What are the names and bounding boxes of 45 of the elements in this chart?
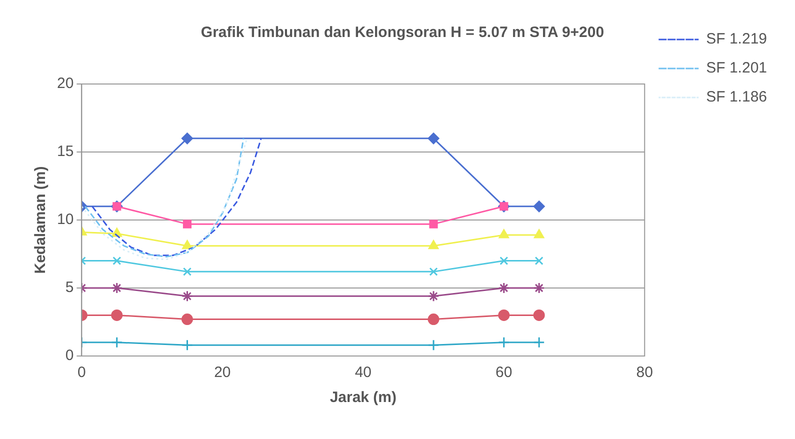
- x-tick-label: 20: [214, 364, 231, 382]
- point: [429, 267, 438, 276]
- point: [500, 256, 508, 266]
- point: [182, 267, 192, 276]
- y-tick-label: 10: [56, 211, 74, 228]
- point: [181, 314, 193, 326]
- x-tick-label: 80: [636, 364, 653, 382]
- chart-title: Grafik Timbunan dan Kelongsoran H = 5.07 m STA 9+200: [200, 24, 604, 42]
- legend-label: SF 1.186: [706, 88, 768, 106]
- point: [182, 220, 192, 228]
- point: [498, 336, 510, 348]
- point: [111, 282, 123, 294]
- point: [428, 132, 440, 144]
- point: [498, 229, 509, 238]
- point: [428, 314, 440, 326]
- point: [498, 282, 510, 294]
- point: [428, 240, 439, 250]
- point: [428, 339, 440, 351]
- y-tick-label: 15: [56, 143, 74, 160]
- point: [534, 256, 544, 266]
- x-tick-label: 40: [354, 364, 372, 382]
- point: [181, 132, 193, 144]
- point: [112, 256, 122, 266]
- point: [429, 220, 438, 228]
- point: [111, 309, 123, 321]
- y-axis-title: Kedalaman (m): [32, 166, 50, 274]
- point: [428, 290, 440, 302]
- point: [533, 282, 545, 294]
- point: [534, 229, 544, 238]
- point: [181, 290, 193, 302]
- point: [533, 200, 545, 212]
- point: [181, 339, 193, 351]
- x-axis-title: Jarak (m): [330, 389, 397, 406]
- point: [498, 309, 510, 321]
- legend-label: SF 1.201: [706, 60, 768, 77]
- y-tick-label: 0: [65, 347, 74, 364]
- legend-label: SF 1.219: [706, 30, 768, 48]
- x-tick-label: 0: [78, 364, 86, 382]
- x-tick-label: 60: [496, 364, 512, 382]
- point: [111, 336, 123, 348]
- y-tick-label: 20: [56, 75, 74, 92]
- point: [533, 309, 545, 321]
- point: [533, 336, 545, 348]
- y-tick-label: 5: [65, 279, 74, 296]
- point: [182, 240, 192, 250]
